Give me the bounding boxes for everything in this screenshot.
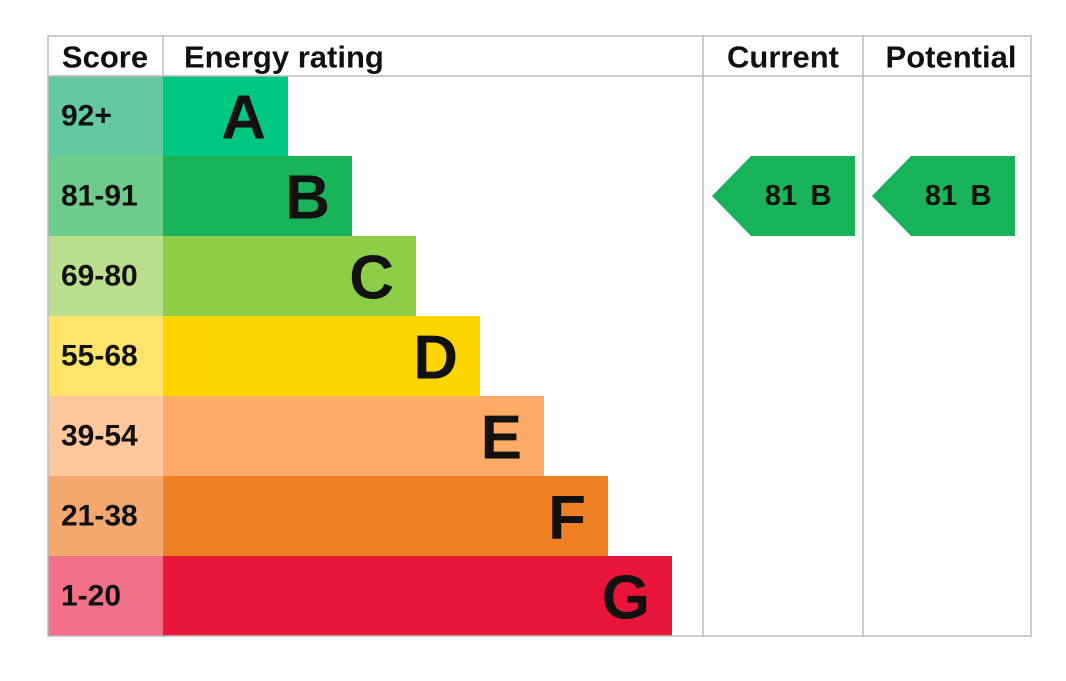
current-band: B bbox=[811, 180, 832, 212]
rating-bar bbox=[163, 76, 288, 156]
table-border bbox=[47, 35, 1032, 637]
score-cell bbox=[48, 76, 163, 156]
potential-arrow bbox=[872, 156, 1015, 236]
rating-bar bbox=[163, 236, 416, 316]
band-letter: B bbox=[285, 164, 330, 233]
band-letter: E bbox=[481, 404, 522, 473]
score-label: 1-20 bbox=[61, 580, 121, 613]
band-letter: D bbox=[413, 324, 458, 393]
score-label: 55-68 bbox=[61, 340, 138, 373]
band-letter: C bbox=[349, 244, 394, 313]
rating-bar bbox=[163, 476, 608, 556]
header-score: Score bbox=[62, 40, 148, 75]
score-cell bbox=[48, 316, 163, 396]
score-cell bbox=[48, 396, 163, 476]
score-cell bbox=[48, 236, 163, 316]
potential-value: 81 bbox=[925, 180, 957, 212]
score-label: 92+ bbox=[61, 100, 112, 133]
current-arrow bbox=[712, 156, 855, 236]
score-label: 21-38 bbox=[61, 500, 138, 533]
rating-bar bbox=[163, 396, 544, 476]
score-label: 39-54 bbox=[61, 420, 138, 453]
current-value: 81 bbox=[765, 180, 797, 212]
header-current: Current bbox=[727, 40, 839, 75]
score-label: 69-80 bbox=[61, 260, 138, 293]
score-cell bbox=[48, 556, 163, 636]
header-potential: Potential bbox=[886, 40, 1017, 75]
band-letter: A bbox=[221, 84, 266, 153]
content: 92+ A 81-91 B 69-80 C 55-68 D 39-54 E 21-38 F 1-20 G 8… bbox=[48, 76, 1015, 636]
score-cell bbox=[48, 476, 163, 556]
rating-bar bbox=[163, 316, 480, 396]
band-letter: G bbox=[602, 564, 650, 633]
rating-bar bbox=[163, 156, 352, 236]
band-letter: F bbox=[548, 484, 586, 553]
potential-band: B bbox=[971, 180, 992, 212]
score-label: 81-91 bbox=[61, 180, 138, 213]
rating-bar bbox=[163, 556, 672, 636]
score-cell bbox=[48, 156, 163, 236]
header-energy-rating: Energy rating bbox=[184, 40, 384, 75]
